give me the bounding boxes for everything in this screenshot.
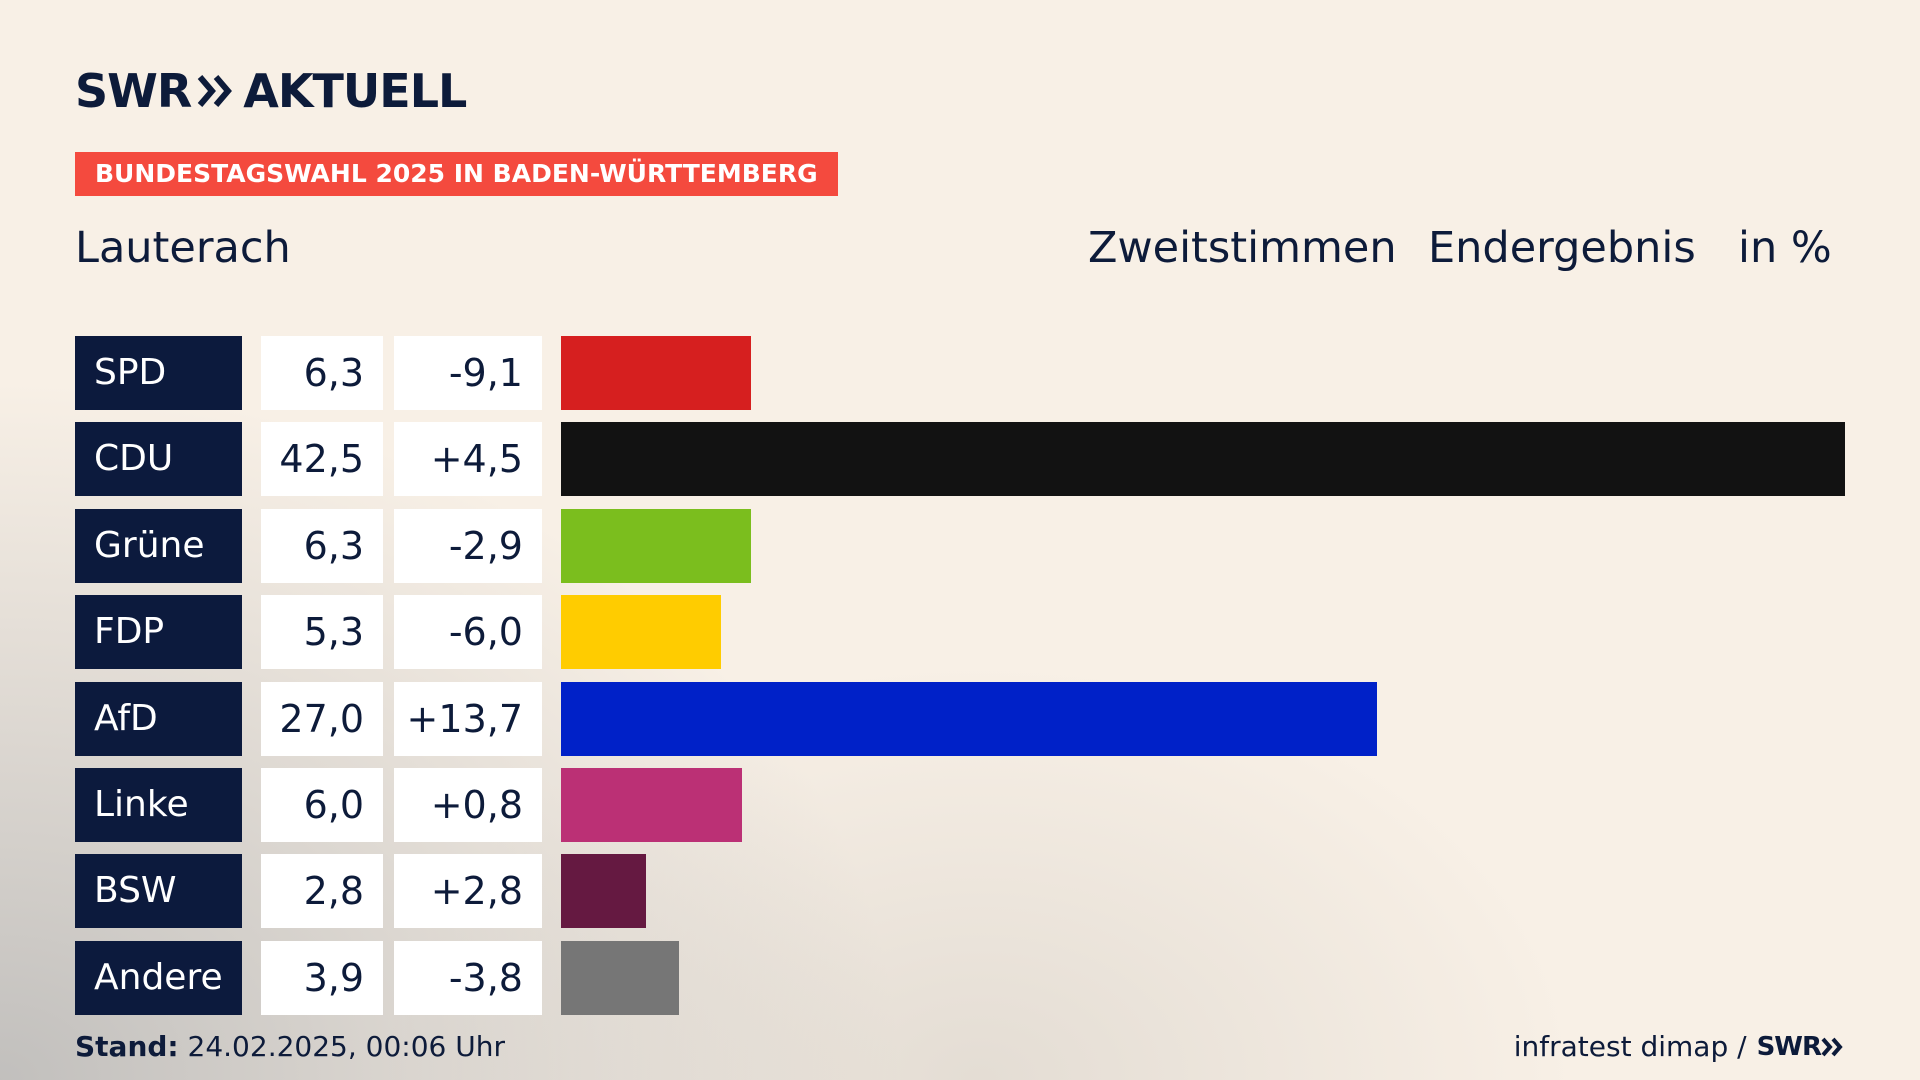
- vote-share-bar: [561, 422, 1845, 497]
- party-label: Grüne: [75, 508, 242, 583]
- vote-share-value: 2,8: [261, 854, 383, 929]
- party-label: Andere: [75, 940, 242, 1015]
- vote-change-value: -2,9: [394, 508, 542, 583]
- stand-value: 24.02.2025, 00:06 Uhr: [187, 1030, 505, 1063]
- vote-share-bar: [561, 768, 742, 842]
- region-title: Lauterach: [75, 223, 291, 273]
- header-unit: in %: [1738, 223, 1832, 273]
- result-row: AfD 27,0 +13,7: [75, 681, 1845, 756]
- vote-change-value: +2,8: [394, 854, 542, 929]
- election-banner: BUNDESTAGSWAHL 2025 IN BADEN-WÜRTTEMBERG: [75, 152, 838, 196]
- result-row: BSW 2,8 +2,8: [75, 854, 1845, 929]
- double-chevron-icon: [198, 75, 233, 107]
- party-label: CDU: [75, 422, 242, 497]
- footer-source: infratest dimap / SWR: [1514, 1030, 1845, 1064]
- results-bar-chart: SPD 6,3 -9,1 CDU 42,5 +4,5 Grüne 6,3 -2,9 FDP 5,3-…: [75, 336, 1845, 1016]
- vote-change-value: +0,8: [394, 768, 542, 842]
- header-vote-type: Zweitstimmen: [1088, 223, 1397, 273]
- vote-change-value: -9,1: [394, 336, 542, 410]
- vote-share-value: 6,0: [261, 768, 383, 842]
- vote-share-bar: [561, 508, 751, 583]
- stand-label: Stand:: [75, 1030, 179, 1063]
- vote-share-value: 6,3: [261, 508, 383, 583]
- footer-timestamp: Stand: 24.02.2025, 00:06 Uhr: [75, 1030, 505, 1064]
- party-label: Linke: [75, 768, 242, 842]
- header-status: Endergebnis: [1428, 223, 1696, 273]
- vote-share-value: 42,5: [261, 422, 383, 497]
- result-row: CDU 42,5 +4,5: [75, 422, 1845, 497]
- logo-swr-text: SWR: [75, 64, 192, 118]
- vote-share-value: 27,0: [261, 681, 383, 756]
- party-label: SPD: [75, 336, 242, 410]
- vote-share-bar: [561, 336, 751, 410]
- source-chevron-icon: [1821, 1037, 1843, 1057]
- logo-aktuell-text: AKTUELL: [243, 64, 467, 118]
- party-label: AfD: [75, 681, 242, 756]
- result-row: SPD 6,3 -9,1: [75, 336, 1845, 410]
- vote-share-value: 3,9: [261, 940, 383, 1015]
- vote-change-value: -6,0: [394, 595, 542, 670]
- vote-change-value: +4,5: [394, 422, 542, 497]
- party-label: BSW: [75, 854, 242, 929]
- result-row: Linke 6,0 +0,8: [75, 768, 1845, 842]
- source-text: infratest dimap /: [1513, 1030, 1747, 1063]
- vote-share-bar: [561, 681, 1377, 756]
- party-label: FDP: [75, 595, 242, 670]
- source-swr-logo: SWR: [1756, 1032, 1822, 1062]
- result-row: Andere 3,9 -3,8: [75, 940, 1845, 1015]
- vote-share-bar: [561, 595, 721, 670]
- vote-share-value: 6,3: [261, 336, 383, 410]
- vote-share-value: 5,3: [261, 595, 383, 670]
- swr-aktuell-logo: SWR AKTUELL: [75, 64, 467, 118]
- vote-share-bar: [561, 854, 646, 929]
- vote-share-bar: [561, 940, 679, 1015]
- result-row: Grüne 6,3 -2,9: [75, 508, 1845, 583]
- vote-change-value: -3,8: [394, 940, 542, 1015]
- result-row: FDP 5,3 -6,0: [75, 595, 1845, 670]
- vote-change-value: +13,7: [394, 681, 542, 756]
